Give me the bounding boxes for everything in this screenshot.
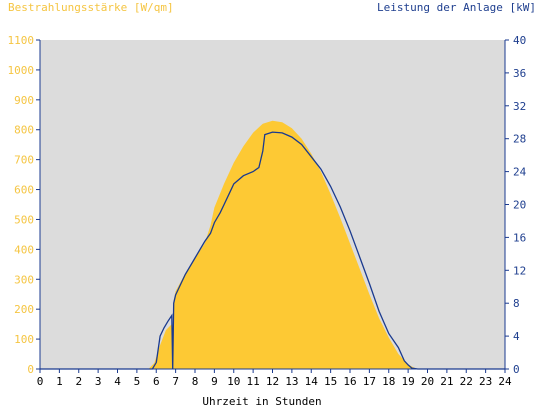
- x-axis-tick-label: 12: [266, 375, 279, 388]
- right-axis-tick-label: 16: [513, 231, 526, 244]
- x-axis-tick-label: 6: [153, 375, 160, 388]
- x-axis-tick-label: 16: [343, 375, 356, 388]
- x-axis-tick-label: 2: [75, 375, 82, 388]
- x-axis-tick-label: 8: [192, 375, 199, 388]
- left-axis-tick-label: 600: [14, 184, 34, 197]
- x-axis-tick-label: 3: [95, 375, 102, 388]
- x-axis-tick-label: 22: [460, 375, 473, 388]
- left-axis-tick-label: 0: [27, 363, 34, 376]
- right-axis-tick-label: 4: [513, 330, 520, 343]
- left-axis-tick-label: 900: [14, 94, 34, 107]
- right-axis-tick-label: 40: [513, 34, 526, 47]
- x-axis-tick-label: 18: [382, 375, 395, 388]
- irradiance-area: [40, 120, 505, 369]
- x-axis-tick-label: 23: [479, 375, 492, 388]
- x-axis-tick-label: 10: [227, 375, 240, 388]
- x-axis-tick-label: 1: [56, 375, 63, 388]
- right-axis-tick-label: 36: [513, 67, 526, 80]
- left-axis-tick-label: 300: [14, 273, 34, 286]
- left-axis-tick-label: 100: [14, 333, 34, 346]
- x-axis-title: Uhrzeit in Stunden: [202, 395, 321, 408]
- x-axis-tick-label: 13: [285, 375, 298, 388]
- x-axis-tick-label: 4: [114, 375, 121, 388]
- x-axis-tick-label: 21: [440, 375, 453, 388]
- left-axis-tick-label: 700: [14, 154, 34, 167]
- x-axis-tick-label: 0: [37, 375, 44, 388]
- left-axis-tick-label: 800: [14, 124, 34, 137]
- x-axis-tick-label: 17: [363, 375, 376, 388]
- x-axis-tick-label: 14: [305, 375, 319, 388]
- left-axis-tick-label: 1100: [8, 34, 35, 47]
- x-axis-tick-label: 11: [247, 375, 260, 388]
- right-axis-title: Leistung der Anlage [kW]: [377, 1, 536, 14]
- right-axis-tick-label: 28: [513, 133, 526, 146]
- right-axis-tick-label: 20: [513, 199, 526, 212]
- right-axis-tick-label: 12: [513, 264, 526, 277]
- x-axis-ticks: 0 1 2 3 4 5 6 7 8 9 10 11 12 13 14 15 16 17 18 19 20 21 22 23 24: [37, 369, 512, 388]
- x-axis-tick-label: 15: [324, 375, 337, 388]
- left-axis-title: Bestrahlungsstärke [W/qm]: [8, 1, 174, 14]
- right-axis-tick-label: 0: [513, 363, 520, 376]
- x-axis-tick-label: 7: [172, 375, 179, 388]
- left-axis-tick-label: 500: [14, 213, 34, 226]
- right-axis-ticks: 0 4 8 12 16 20 24 28 32 36 40: [505, 34, 527, 376]
- x-axis-tick-label: 19: [402, 375, 415, 388]
- x-axis-tick-label: 9: [211, 375, 218, 388]
- left-axis-tick-label: 400: [14, 243, 34, 256]
- right-axis-tick-label: 32: [513, 100, 526, 113]
- x-axis-tick-label: 5: [134, 375, 141, 388]
- x-axis-tick-label: 20: [421, 375, 434, 388]
- x-axis-tick-label: 24: [498, 375, 512, 388]
- left-axis-tick-label: 1000: [8, 64, 35, 77]
- left-axis-tick-label: 200: [14, 303, 34, 316]
- left-axis-ticks: 0 100 200 300 400 500 600 700 800 900 1000 1100: [8, 34, 40, 376]
- right-axis-tick-label: 8: [513, 297, 520, 310]
- right-axis-tick-label: 24: [513, 166, 527, 179]
